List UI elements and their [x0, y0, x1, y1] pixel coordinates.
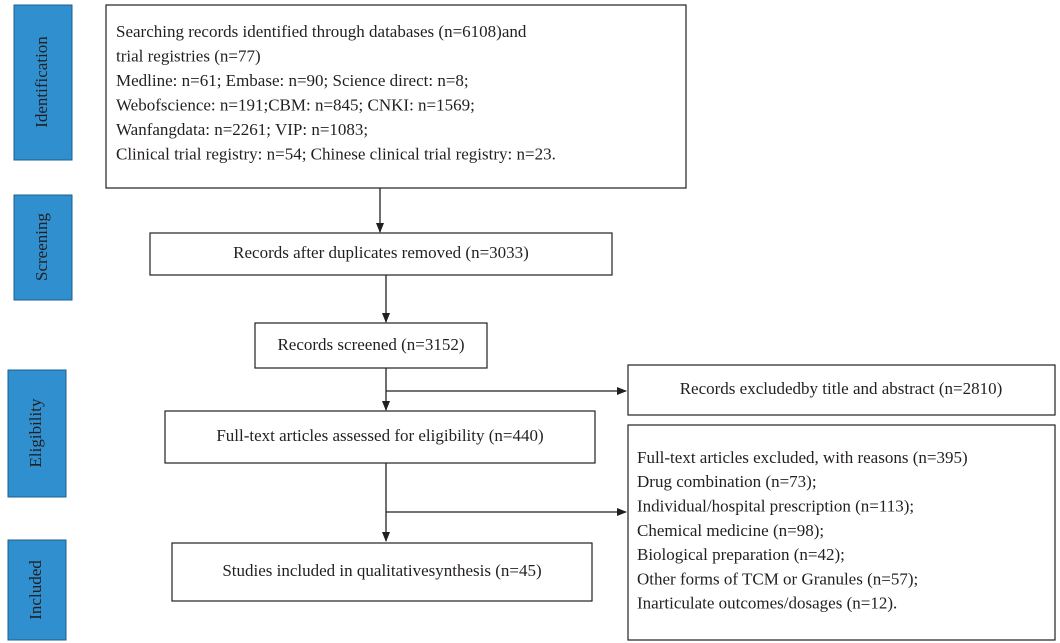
stage-label: Screening: [32, 213, 51, 281]
text-line: Medline: n=61; Embase: n=90; Science dir…: [116, 71, 469, 90]
text-line: Drug combination (n=73);: [637, 472, 817, 491]
full-text-box: [164, 410, 596, 464]
stage-box: [13, 4, 73, 161]
text-line: Clinical trial registry: n=54; Chinese c…: [116, 144, 556, 163]
text-line: Wanfangdata: n=2261; VIP: n=1083;: [116, 120, 368, 139]
excluded-title-box: [627, 364, 1056, 416]
text-line: Other forms of TCM or Granules (n=57);: [637, 569, 918, 588]
excluded-full-text: Full-text articles excluded, with reason…: [637, 448, 968, 613]
text-line: trial registries (n=77): [116, 46, 261, 65]
text-line: Webofscience: n=191;CBM: n=845; CNKI: n=…: [116, 95, 475, 114]
text-line: Biological preparation (n=42);: [637, 545, 845, 564]
included-box: [171, 542, 593, 602]
stage-box: [13, 194, 73, 301]
screened-box: [254, 322, 488, 369]
duplicates-box: [149, 232, 613, 276]
text-line: Searching records identified through dat…: [116, 22, 527, 41]
stage-labels: Identification Screening Eligibility Inc…: [7, 4, 73, 641]
stage-label: Identification: [32, 36, 51, 128]
excluded-full-text-box: [627, 424, 1056, 641]
text-line: Chemical medicine (n=98);: [637, 521, 824, 540]
box-text: Studies included in qualitativesynthesis…: [222, 561, 541, 580]
stage-box: [7, 539, 67, 641]
text-line: Full-text articles excluded, with reason…: [637, 448, 968, 467]
box-text: Full-text articles assessed for eligibil…: [216, 426, 543, 445]
text-line: Inarticulate outcomes/dosages (n=12).: [637, 594, 897, 613]
identification-text: Searching records identified through dat…: [116, 22, 556, 164]
text-line: Individual/hospital prescription (n=113)…: [637, 497, 914, 516]
stage-label: Eligibility: [26, 398, 45, 467]
box-text: Records excludedby title and abstract (n…: [680, 379, 1003, 398]
identification-box: [105, 4, 687, 189]
stage-label: Included: [26, 560, 45, 620]
box-text: Records screened (n=3152): [277, 335, 464, 354]
box-text: Records after duplicates removed (n=3033…: [233, 243, 529, 262]
stage-box: [7, 369, 67, 498]
